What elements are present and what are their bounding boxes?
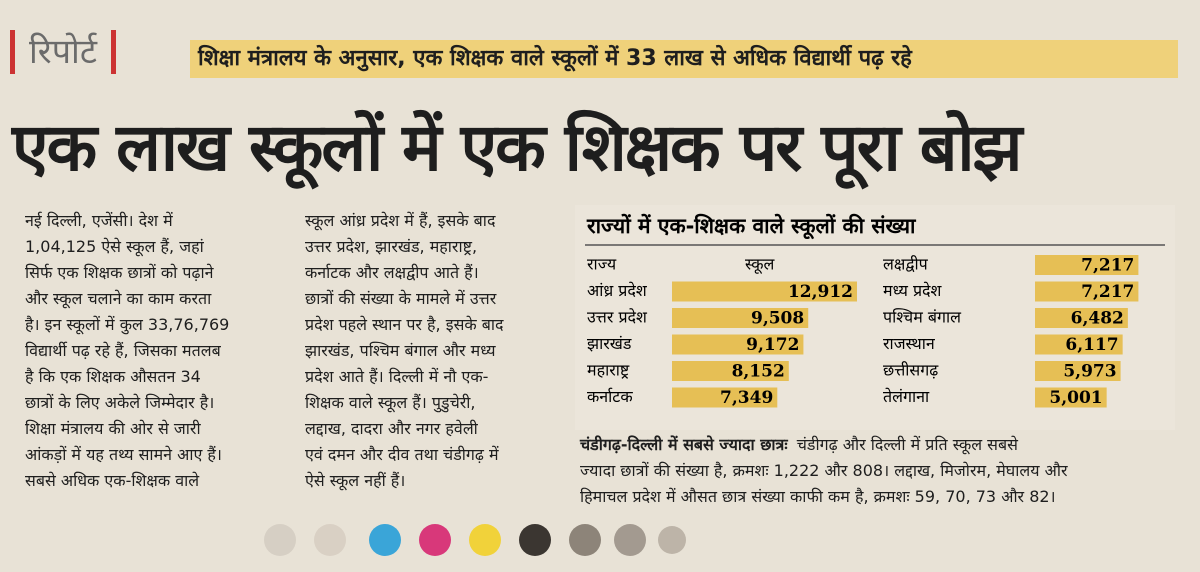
text-line: छात्रों के लिए अकेले जिम्मेदार है। <box>25 393 215 412</box>
value-label: 5,973 <box>1063 362 1116 382</box>
category-label: छत्तीसगढ़ <box>883 361 939 380</box>
text-line: प्रदेश आते हैं। दिल्ली में नौ एक- <box>305 367 489 386</box>
value-label: 7,349 <box>720 388 773 408</box>
chart-title: राज्यों में एक-शिक्षक वाले स्कूलों की सं… <box>586 213 917 240</box>
text-line: एवं दमन और दीव तथा चंडीगढ़ में <box>305 445 499 464</box>
bar <box>672 281 857 302</box>
text-line: सबसे अधिक एक-शिक्षक वाले <box>25 471 200 490</box>
text-line: नई दिल्ली, एजेंसी। देश में <box>25 211 173 230</box>
text-line: है। इन स्कूलों में कुल 33,76,769 <box>25 315 230 334</box>
text-line: ऐसे स्कूल नहीं हैं। <box>305 471 406 490</box>
category-label: तेलंगाना <box>883 387 930 406</box>
text-line: शिक्षा मंत्रालय की ओर से जारी <box>25 419 201 438</box>
bar <box>1035 361 1121 381</box>
caption-line: हिमाचल प्रदेश में औसत छात्र संख्या काफी … <box>580 487 1056 506</box>
chart: राज्यों में एक-शिक्षक वाले स्कूलों की सं… <box>575 205 1175 430</box>
category-header: राज्य <box>587 255 617 274</box>
bar <box>1035 281 1139 302</box>
text-line: सिर्फ एक शिक्षक छात्रों को पढ़ाने <box>25 263 214 282</box>
value-label: 7,217 <box>1081 282 1134 302</box>
text-line: स्कूल आंध्र प्रदेश में हैं, इसके बाद <box>305 211 496 230</box>
text-line: लद्दाख, दादरा और नगर हवेली <box>305 419 478 438</box>
bar <box>1035 387 1107 408</box>
text-line: 1,04,125 ऐसे स्कूल हैं, जहां <box>25 237 204 256</box>
text-line: प्रदेश पहले स्थान पर है, इसके बाद <box>305 315 504 334</box>
strap: शिक्षा मंत्रालय के अनुसार, एक शिक्षक वाल… <box>190 40 1178 78</box>
value-label: 7,217 <box>1081 256 1134 276</box>
caption-heading: चंडीगढ़-दिल्ली में सबसे ज्यादा छात्रः <box>580 435 788 454</box>
bar <box>672 361 789 381</box>
headline: एक लाख स्कूलों में एक शिक्षक पर पूरा बोझ <box>12 109 1022 186</box>
registration-marks <box>264 524 686 556</box>
category-label: मध्य प्रदेश <box>883 281 943 300</box>
bar <box>672 334 804 355</box>
caption-line: ज्यादा छात्रों की संख्या है, क्रमशः 1,22… <box>580 461 1068 480</box>
bar <box>672 387 778 408</box>
category-label: झारखंड <box>587 334 632 353</box>
text-line: झारखंड, पश्चिम बंगाल और मध्य <box>305 341 496 360</box>
text-line: उत्तर प्रदेश, झारखंड, महाराष्ट्र, <box>305 237 478 256</box>
category-label: पश्चिम बंगाल <box>883 308 962 327</box>
dots <box>264 524 686 556</box>
text-line: और स्कूल चलाने का काम करता <box>25 289 212 308</box>
bar <box>1035 334 1123 355</box>
category-label: आंध्र प्रदेश <box>587 281 648 300</box>
text-line: शिक्षक वाले स्कूल हैं। पुडुचेरी, <box>305 393 476 412</box>
text-line: कर्नाटक और लक्षद्वीप आते हैं। <box>305 263 479 282</box>
text-line: छात्रों की संख्या के मामले में उत्तर <box>305 289 497 308</box>
caption-line: चंडीगढ़ और दिल्ली में प्रति स्कूल सबसे <box>796 435 1018 454</box>
value-header: स्कूल <box>745 255 776 275</box>
text-line: विद्यार्थी पढ़ रहे हैं, जिसका मतलब <box>25 341 221 360</box>
category-label: उत्तर प्रदेश <box>587 308 648 327</box>
category-label: महाराष्ट्र <box>587 361 630 380</box>
value-label: 6,117 <box>1065 335 1118 355</box>
caption-body: चंडीगढ़ और दिल्ली में प्रति स्कूल सबसे ज्… <box>580 435 1170 510</box>
value-label: 9,508 <box>751 309 804 329</box>
caption: चंडीगढ़-दिल्ली में सबसे ज्यादा छात्रः चं… <box>580 432 1170 510</box>
bar <box>1035 255 1139 275</box>
section-label: रिपोर्ट <box>10 30 116 74</box>
bar <box>1035 308 1128 328</box>
column: नई दिल्ली, एजेंसी। देश में 1,04,125 ऐसे स… <box>25 208 229 494</box>
value-label: 12,912 <box>788 282 853 302</box>
text-line: है कि एक शिक्षक औसतन 34 <box>25 367 201 386</box>
value-label: 8,152 <box>732 362 785 382</box>
category-label: लक्षद्वीप <box>883 255 929 274</box>
value-label: 5,001 <box>1049 388 1102 408</box>
category-label: राजस्थान <box>883 334 936 353</box>
column: स्कूल आंध्र प्रदेश में हैं, इसके बाद उत्त… <box>305 208 504 494</box>
category-label: कर्नाटक <box>587 387 633 406</box>
value-label: 9,172 <box>746 335 799 355</box>
text-line: आंकड़ों में यह तथ्य सामने आए हैं। <box>25 445 222 464</box>
value-label: 6,482 <box>1071 309 1124 329</box>
bar <box>672 308 809 328</box>
